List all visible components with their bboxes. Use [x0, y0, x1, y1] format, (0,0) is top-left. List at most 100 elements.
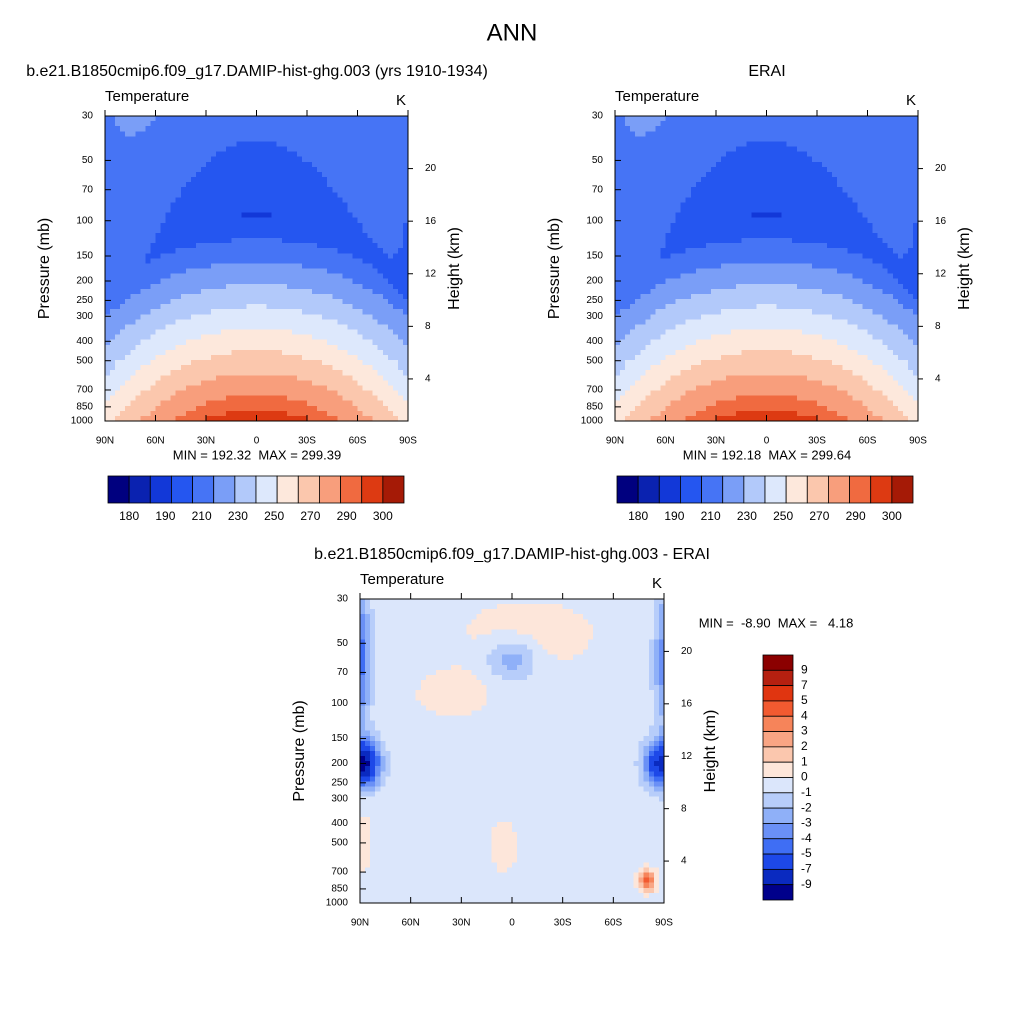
contour-cell	[696, 330, 702, 336]
contour-cell	[226, 147, 232, 153]
contour-cell	[130, 157, 136, 163]
contour-cell	[307, 350, 313, 356]
contour-cell	[176, 279, 182, 285]
contour-cell	[211, 411, 217, 417]
contour-cell	[383, 162, 389, 168]
contour-cell	[691, 248, 697, 254]
contour-cell	[691, 162, 697, 168]
contour-cell	[246, 131, 252, 137]
contour-cell	[191, 380, 197, 386]
contour-cell	[337, 350, 343, 356]
contour-cell	[352, 187, 358, 193]
contour-cell	[231, 345, 237, 351]
contour-cell	[352, 147, 358, 153]
contour-cell	[156, 187, 162, 193]
contour-cell	[337, 263, 343, 269]
contour-cell	[226, 197, 232, 203]
contour-cell	[347, 380, 353, 386]
contour-cell	[681, 121, 687, 127]
contour-cell	[140, 370, 146, 376]
contour-cell	[383, 294, 389, 300]
contour-cell	[615, 116, 621, 122]
contour-cell	[206, 269, 212, 275]
contour-cell	[645, 289, 651, 295]
contour-cell	[398, 284, 404, 290]
contour-cell	[110, 121, 116, 127]
contour-cell	[115, 324, 121, 330]
contour-cell	[110, 167, 116, 173]
contour-cell	[352, 391, 358, 397]
contour-cell	[615, 157, 621, 163]
contour-cell	[352, 284, 358, 290]
contour-cell	[130, 233, 136, 239]
contour-cell	[236, 248, 242, 254]
contour-cell	[226, 228, 232, 234]
contour-cell	[272, 126, 278, 132]
contour-cell	[166, 391, 172, 397]
contour-cell	[130, 340, 136, 346]
contour-cell	[125, 218, 131, 224]
contour-cell	[383, 299, 389, 305]
contour-cell	[206, 375, 212, 381]
contour-cell	[342, 314, 348, 320]
contour-cell	[630, 243, 636, 249]
contour-cell	[297, 126, 303, 132]
contour-cell	[125, 330, 131, 336]
contour-cell	[660, 380, 666, 386]
contour-cell	[236, 406, 242, 412]
contour-cell	[156, 126, 162, 132]
contour-cell	[660, 284, 666, 290]
contour-cell	[135, 375, 141, 381]
contour-cell	[671, 248, 677, 254]
contour-cell	[363, 391, 369, 397]
contour-cell	[373, 385, 379, 391]
contour-cell	[625, 152, 631, 158]
contour-cell	[140, 218, 146, 224]
contour-cell	[150, 147, 156, 153]
contour-cell	[302, 177, 308, 183]
contour-cell	[297, 167, 303, 173]
contour-cell	[176, 299, 182, 305]
contour-cell	[312, 213, 318, 219]
contour-cell	[161, 218, 167, 224]
contour-cell	[221, 319, 227, 325]
contour-cell	[691, 263, 697, 269]
contour-cell	[701, 345, 707, 351]
contour-cell	[226, 279, 232, 285]
contour-cell	[650, 396, 656, 402]
contour-cell	[358, 391, 364, 397]
contour-cell	[161, 116, 167, 122]
contour-cell	[620, 208, 626, 214]
y-tick-label: 50	[82, 155, 94, 166]
contour-cell	[327, 314, 333, 320]
contour-cell	[272, 197, 278, 203]
contour-cell	[272, 269, 278, 275]
contour-cell	[125, 248, 131, 254]
contour-cell	[166, 208, 172, 214]
contour-cell	[711, 401, 717, 407]
contour-cell	[191, 177, 197, 183]
contour-cell	[393, 197, 399, 203]
contour-cell	[226, 360, 232, 366]
contour-cell	[297, 314, 303, 320]
contour-cell	[676, 335, 682, 341]
contour-cell	[110, 345, 116, 351]
contour-cell	[302, 396, 308, 402]
contour-cell	[383, 202, 389, 208]
contour-cell	[363, 269, 369, 275]
contour-cell	[307, 243, 313, 249]
contour-cell	[640, 258, 646, 264]
contour-cell	[257, 126, 263, 132]
contour-cell	[135, 340, 141, 346]
contour-cell	[660, 126, 666, 132]
contour-cell	[130, 218, 136, 224]
contour-cell	[640, 167, 646, 173]
contour-cell	[231, 360, 237, 366]
contour-cell	[686, 248, 692, 254]
contour-cell	[635, 162, 641, 168]
contour-cell	[236, 218, 242, 224]
contour-cell	[655, 289, 661, 295]
contour-cell	[706, 182, 712, 188]
contour-cell	[120, 197, 126, 203]
contour-cell	[716, 396, 722, 402]
